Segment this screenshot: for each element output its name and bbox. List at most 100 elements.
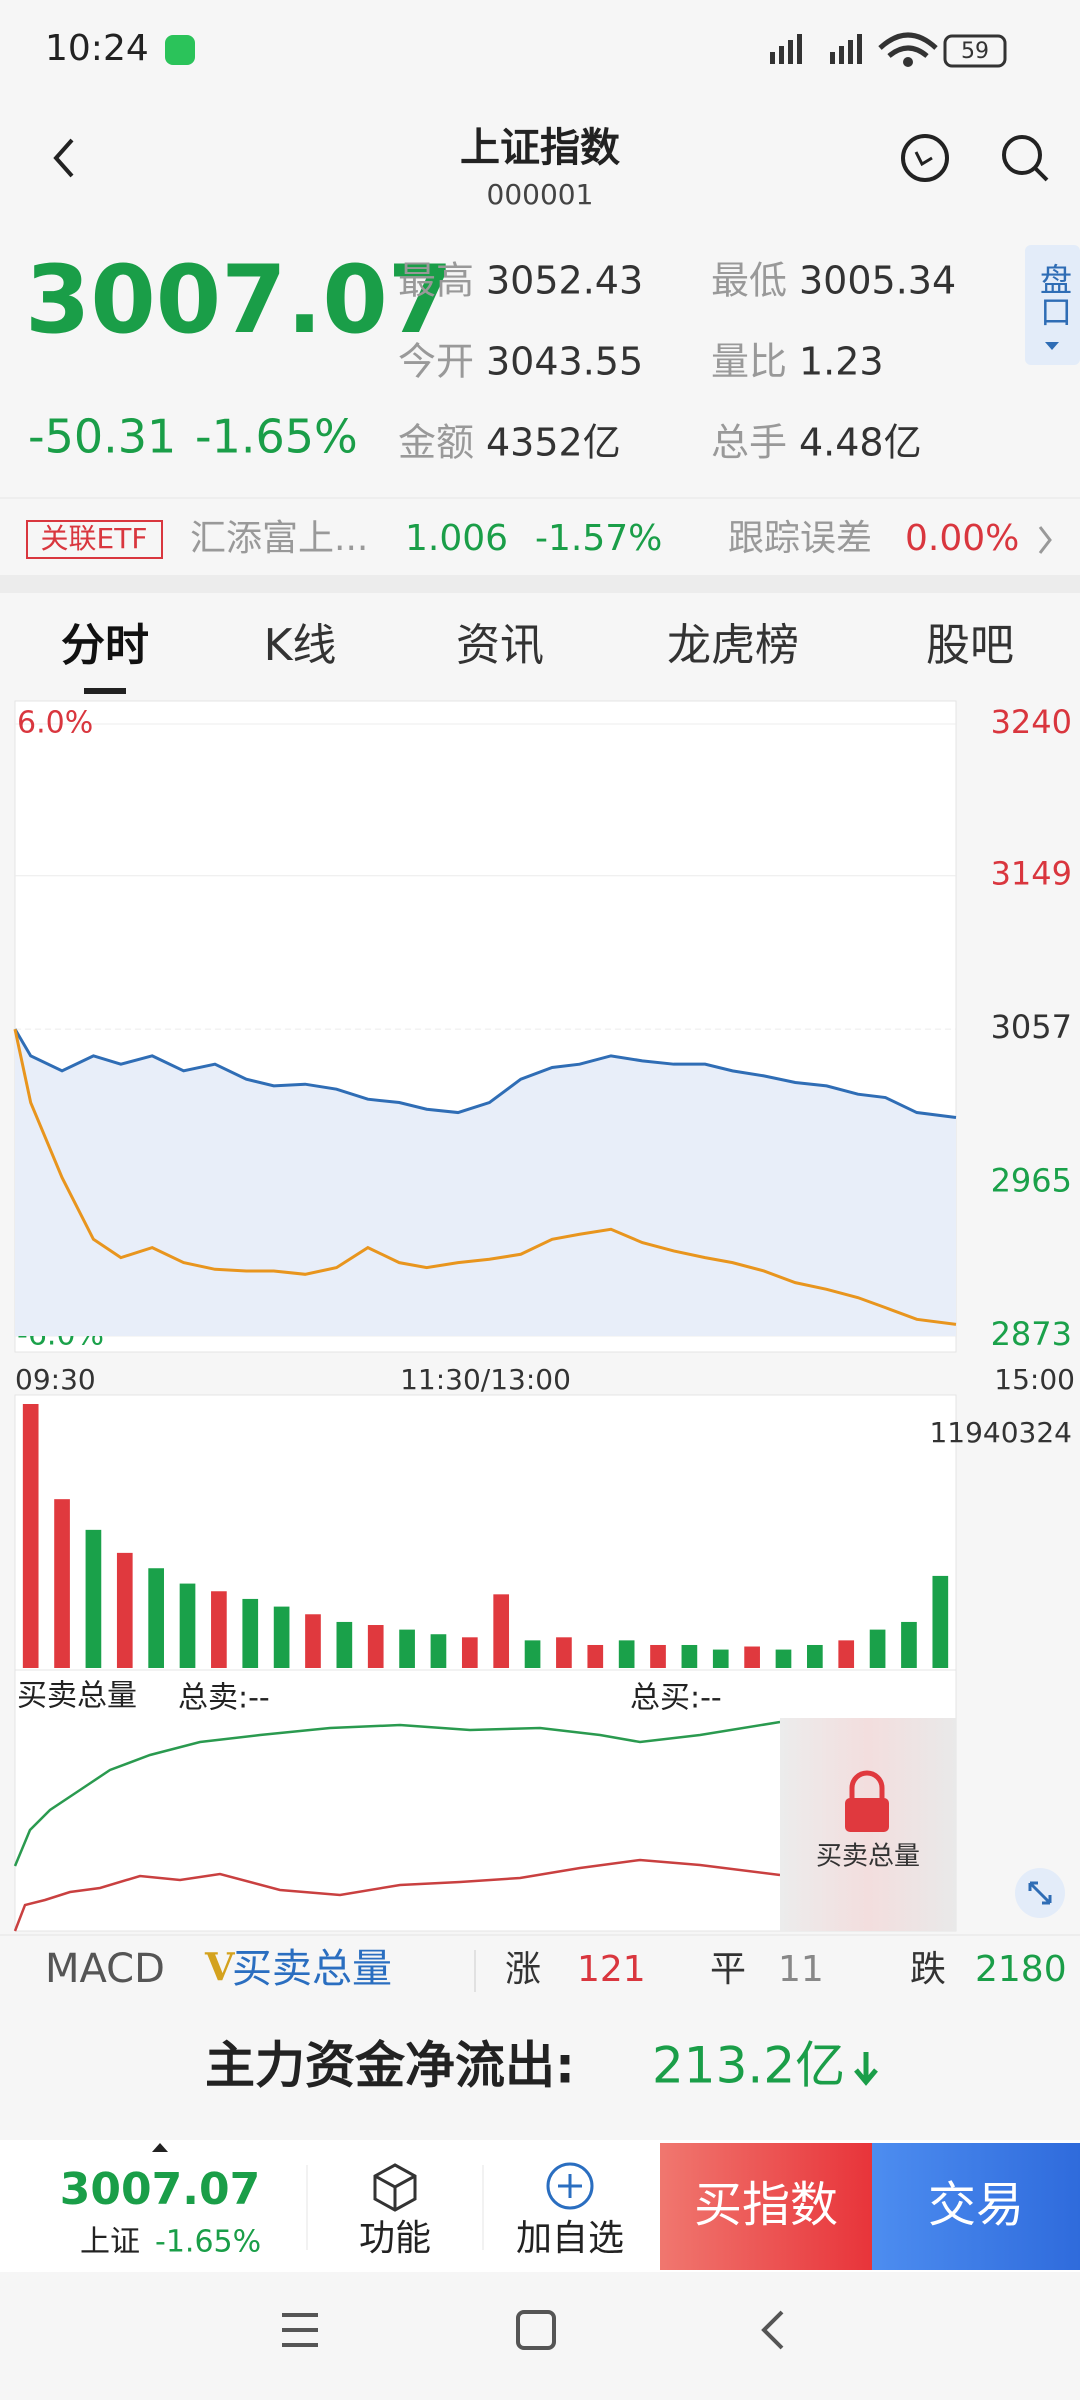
tracking-label: 跟踪误差 — [728, 518, 872, 559]
function-icon — [373, 2163, 417, 2212]
stat-value: 4352亿 — [486, 421, 621, 465]
tab[interactable]: K线 — [264, 620, 337, 671]
volume-bar — [618, 1640, 635, 1668]
app-icon — [165, 35, 195, 65]
side-arrow — [1045, 342, 1059, 350]
overlay-label[interactable]: 买卖总量 — [816, 1842, 920, 1872]
stat-label: 最低 — [711, 259, 787, 303]
y-tick-label: 3240 — [991, 703, 1072, 741]
volume-bar — [932, 1575, 949, 1668]
buy-total: 总买:-- — [630, 1681, 722, 1716]
side-button[interactable] — [1025, 245, 1080, 365]
y-tick-label: 2873 — [991, 1315, 1072, 1353]
stats: 最高 3052.43 最低 3005.34 今开 3043.55 量比 1.23 金额 4352亿… — [398, 259, 956, 465]
series-line — [13, 1028, 957, 1326]
volume-bar — [650, 1644, 666, 1668]
y-tick-label: 2965 — [991, 1162, 1072, 1200]
volume-bar — [336, 1621, 353, 1668]
battery — [943, 34, 1007, 68]
volume-bar — [85, 1529, 102, 1668]
tab[interactable]: 分时 — [61, 620, 149, 671]
tab[interactable]: 资讯 — [456, 620, 544, 671]
side-button-label[interactable]: 盘口 — [1035, 263, 1073, 327]
selected-indicator[interactable]: 买卖总量 — [232, 1946, 392, 1992]
chevron — [1038, 526, 1052, 554]
search-button[interactable] — [1002, 135, 1049, 182]
trade-label[interactable]: 交易 — [928, 2177, 1024, 2233]
caret — [152, 2143, 168, 2152]
change: -50.31 — [28, 410, 176, 464]
buy-line — [13, 1720, 781, 1867]
x-tick-label: 09:30 — [15, 1363, 96, 1396]
chat-button[interactable] — [901, 134, 949, 182]
stat-label: 最高 — [398, 259, 474, 303]
title: 上证指数 — [460, 125, 620, 171]
volume-bar — [305, 1614, 321, 1668]
signal-icons — [770, 32, 938, 67]
volume-bar — [807, 1644, 823, 1668]
etf-name[interactable]: 汇添富上... — [190, 518, 368, 559]
volume-bar — [556, 1637, 572, 1668]
series-line — [13, 1028, 957, 1120]
volume-bar — [54, 1499, 70, 1668]
separator — [0, 575, 1080, 593]
capital-flow-value: 213.2亿 — [652, 2037, 845, 2095]
etf-tag-box — [26, 520, 163, 559]
stat-label: 今开 — [398, 340, 474, 384]
price: 3007.07 — [25, 246, 453, 355]
x-tick-label: 11:30/13:00 — [400, 1363, 571, 1396]
tab[interactable]: 龙虎榜 — [667, 620, 799, 671]
bottom-price[interactable]: 3007.07 — [60, 2164, 260, 2215]
etf-tag: 关联ETF — [41, 522, 148, 555]
menu-nav[interactable] — [282, 2313, 318, 2347]
volume-bar — [179, 1583, 196, 1668]
macd[interactable]: MACD — [45, 1946, 165, 1992]
home-nav[interactable] — [516, 2310, 556, 2350]
function-button[interactable]: 功能 — [359, 2218, 431, 2259]
tab[interactable]: 股吧 — [926, 620, 1014, 671]
etf-price: 1.006 — [405, 518, 508, 559]
volume-bar — [524, 1640, 541, 1668]
code: 000001 — [487, 178, 594, 211]
y-tick-label: 3057 — [991, 1008, 1072, 1046]
tab-underline — [84, 688, 126, 694]
volume-bar — [901, 1621, 917, 1668]
volume-bar — [367, 1625, 384, 1668]
tracking-value: 0.00% — [905, 518, 1019, 559]
etf-change: -1.57% — [535, 518, 662, 559]
back-button[interactable] — [53, 138, 74, 178]
volume-bar — [461, 1637, 478, 1668]
volume-bar — [869, 1629, 886, 1668]
marker: V — [204, 1945, 236, 1990]
battery-level: 59 — [961, 39, 989, 64]
expand-button[interactable] — [1015, 1868, 1065, 1918]
volume-bar — [242, 1598, 259, 1668]
time: 10:24 — [45, 28, 149, 69]
volume-bar — [775, 1649, 792, 1668]
bottom-name: 上证 — [80, 2225, 140, 2260]
trade-button[interactable] — [872, 2143, 1080, 2270]
back-nav[interactable] — [761, 2310, 784, 2350]
buy-label[interactable]: 买指数 — [694, 2177, 838, 2233]
volume-bar — [430, 1634, 447, 1668]
buy-button[interactable] — [660, 2143, 872, 2270]
y-tick-label: 3149 — [991, 855, 1072, 893]
add-button[interactable]: 加自选 — [516, 2218, 624, 2259]
volume-bar — [681, 1644, 698, 1668]
stat-value: 3043.55 — [486, 340, 643, 384]
volume-bar — [273, 1606, 290, 1668]
add-icon — [546, 2162, 594, 2210]
bottom-pct: -1.65% — [155, 2225, 261, 2260]
volume-bar — [712, 1649, 729, 1668]
y-tick-label: 11940324 — [929, 1416, 1072, 1449]
up-label: 涨 — [505, 1949, 541, 1990]
down-arrow — [854, 2052, 878, 2086]
volume-bar — [587, 1644, 604, 1668]
volume-bar — [744, 1646, 760, 1668]
volume-bar — [838, 1640, 855, 1668]
sell-total: 总卖:-- — [178, 1681, 270, 1716]
stat-label: 金额 — [398, 421, 474, 465]
stat-value: 3052.43 — [486, 259, 643, 303]
